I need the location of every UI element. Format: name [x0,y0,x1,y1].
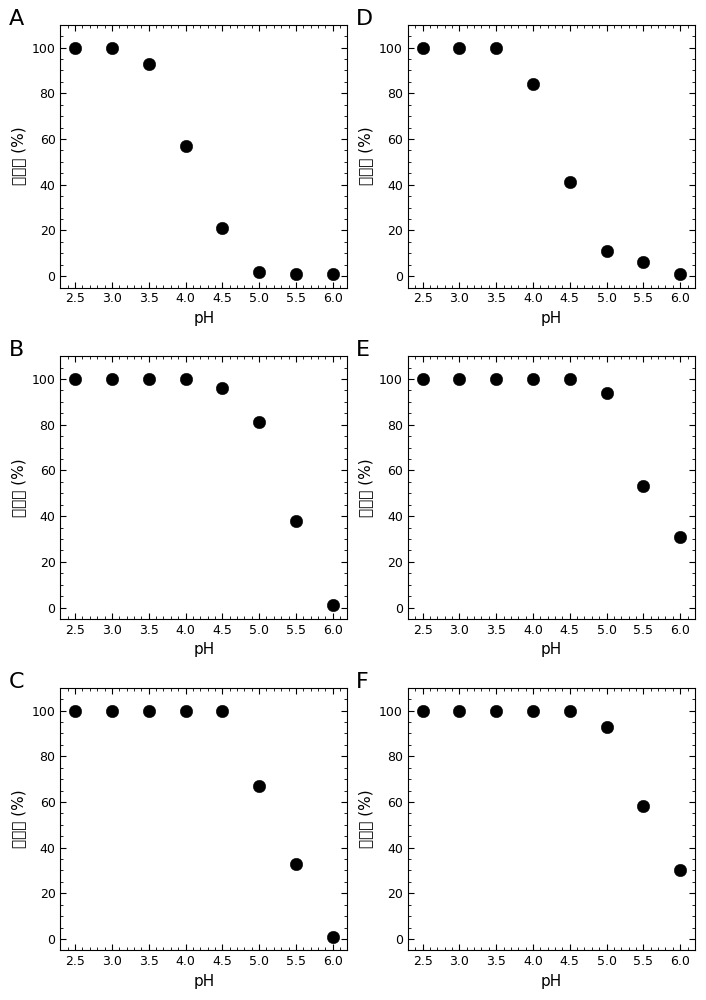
Y-axis label: 回收率 (%): 回收率 (%) [359,127,373,185]
Y-axis label: 回收率 (%): 回收率 (%) [11,127,26,185]
Y-axis label: 回收率 (%): 回收率 (%) [11,458,26,517]
Y-axis label: 回收率 (%): 回收率 (%) [359,790,373,848]
Y-axis label: 回收率 (%): 回收率 (%) [11,790,26,848]
Text: A: A [8,9,24,29]
Text: F: F [357,672,369,692]
X-axis label: pH: pH [193,642,215,657]
X-axis label: pH: pH [193,311,215,326]
X-axis label: pH: pH [541,974,562,989]
X-axis label: pH: pH [541,642,562,657]
Text: B: B [8,340,24,360]
Text: E: E [357,340,370,360]
Y-axis label: 回收率 (%): 回收率 (%) [359,458,373,517]
X-axis label: pH: pH [193,974,215,989]
Text: D: D [357,9,373,29]
X-axis label: pH: pH [541,311,562,326]
Text: C: C [8,672,24,692]
